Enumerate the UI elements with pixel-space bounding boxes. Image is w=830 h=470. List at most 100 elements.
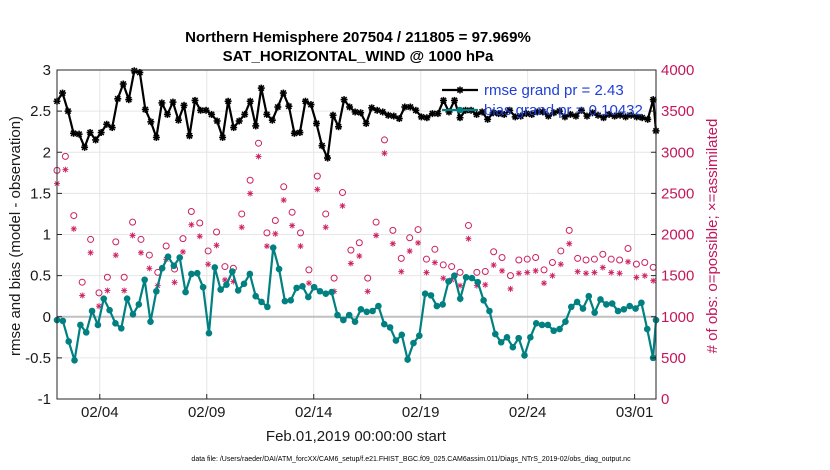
obs-possible-marker <box>616 256 624 264</box>
bias-point <box>603 301 610 308</box>
obs-possible-marker <box>574 254 582 262</box>
bias-point <box>626 302 634 310</box>
obs-possible-marker <box>523 255 531 263</box>
obs-assimilated-stroke <box>272 231 278 237</box>
obs-assimilated-stroke <box>541 280 547 286</box>
bias-point <box>252 292 259 300</box>
rmse-point-stroke <box>191 97 199 104</box>
y2-tick-label: 3500 <box>661 103 694 120</box>
rmse-point-stroke <box>81 144 88 151</box>
rmse-point-stroke <box>412 107 420 114</box>
obs-assimilated-stroke <box>130 232 136 238</box>
x-tick-label: 02/09 <box>188 404 226 421</box>
rmse-point-stroke <box>633 113 640 121</box>
obs-assimilated-marker <box>633 274 640 281</box>
rmse-point <box>373 106 381 114</box>
bias-point <box>538 321 546 329</box>
obs-possible-marker <box>78 278 86 286</box>
obs-assimilated-marker <box>356 253 363 260</box>
y-axis-label: rmse and bias (model - observation) <box>7 116 24 356</box>
obs-possible-marker <box>515 256 523 264</box>
bias-point <box>497 338 505 346</box>
rmse-point <box>484 115 492 123</box>
y2-tick-label: 1000 <box>661 309 694 326</box>
rmse-point <box>285 102 293 110</box>
bias-point <box>193 269 201 277</box>
bias-point <box>521 352 528 359</box>
rmse-point-stroke <box>224 98 232 105</box>
bias-point <box>258 298 265 306</box>
obs-assimilated-marker <box>280 197 287 204</box>
obs-assimilated-marker <box>490 262 497 269</box>
rmse-point <box>572 112 580 120</box>
rmse-point <box>622 113 630 121</box>
obs-possible-marker <box>61 152 69 160</box>
rmse-point <box>318 142 326 150</box>
bias-point <box>416 332 423 339</box>
rmse-point-stroke <box>489 109 497 116</box>
y2-tick-label: 2500 <box>661 185 694 202</box>
obs-possible-marker <box>213 228 221 236</box>
rmse-point <box>561 113 569 121</box>
rmse-point <box>324 154 332 162</box>
obs-assimilated-stroke <box>222 277 228 283</box>
bias-point <box>199 283 207 291</box>
obs-assimilated-stroke <box>398 269 404 275</box>
rmse-point-stroke <box>318 142 326 149</box>
rmse-point-stroke <box>346 103 353 111</box>
obs-assimilated-stroke <box>113 252 119 258</box>
rmse-point-stroke <box>252 122 259 130</box>
obs-possible-marker <box>145 251 153 259</box>
rmse-point <box>550 109 558 117</box>
obs-possible-marker <box>431 245 439 253</box>
obs-assimilated-stroke <box>482 282 488 288</box>
obs-assimilated-stroke <box>415 240 421 246</box>
obs-assimilated-stroke <box>524 269 530 275</box>
rmse-point <box>301 97 309 105</box>
bias-point <box>176 254 184 261</box>
rmse-point <box>268 116 276 124</box>
obs-possible-marker <box>557 247 565 255</box>
obs-assimilated-marker <box>457 282 464 289</box>
rmse-point <box>357 109 365 117</box>
rmse-point-stroke <box>567 111 574 118</box>
rmse-point-stroke <box>307 101 315 108</box>
obs-assimilated-stroke <box>558 261 564 267</box>
rmse-point-stroke <box>456 114 464 121</box>
obs-possible-marker <box>120 273 128 281</box>
obs-assimilated-stroke <box>373 232 379 238</box>
rmse-point-stroke <box>258 84 265 92</box>
rmse-point <box>64 107 72 115</box>
rmse-point-stroke <box>423 114 431 121</box>
obs-assimilated-stroke <box>549 273 555 279</box>
bias-point <box>205 329 213 337</box>
obs-possible-marker <box>498 254 506 262</box>
rmse-point-stroke <box>296 129 304 136</box>
rmse-point-stroke <box>501 111 508 118</box>
rmse-point-stroke <box>611 112 618 120</box>
bias-point <box>638 299 645 307</box>
obs-possible-marker <box>372 218 380 226</box>
rmse-point-stroke <box>92 136 99 144</box>
rmse-point <box>450 96 458 104</box>
bias-point <box>620 306 628 313</box>
obs-assimilated-stroke <box>62 167 68 173</box>
rmse-point <box>246 97 254 105</box>
x-tick-label: 02/19 <box>402 404 440 421</box>
bias-point <box>556 325 563 333</box>
bias-point <box>345 311 353 319</box>
obs-possible-marker <box>582 256 590 264</box>
obs-possible-marker <box>112 238 120 246</box>
y-tick-label: 1 <box>43 227 51 244</box>
rmse-point <box>379 108 387 116</box>
obs-assimilated-stroke <box>491 262 497 268</box>
rmse-point-stroke <box>98 129 105 136</box>
bias-point <box>246 270 254 278</box>
bias-point <box>579 305 587 312</box>
obs-assimilated-marker <box>339 202 346 209</box>
rmse-point <box>473 110 481 118</box>
rmse-point-stroke <box>594 112 602 119</box>
rmse-point <box>296 129 304 137</box>
rmse-point-stroke <box>374 107 381 114</box>
rmse-point <box>235 117 243 125</box>
